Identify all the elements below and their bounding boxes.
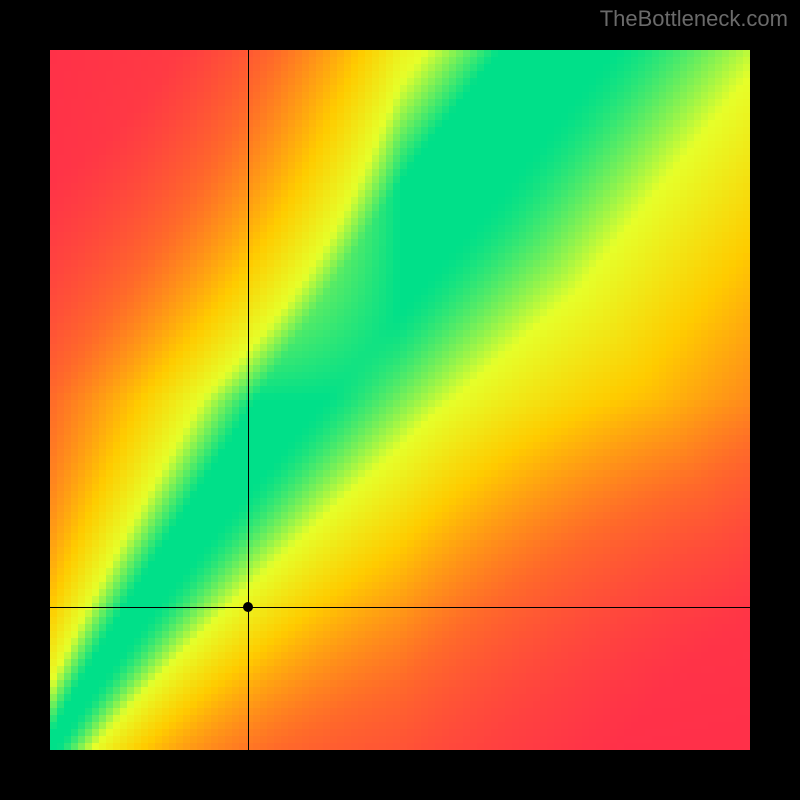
crosshair-marker-dot [243,602,253,612]
crosshair-horizontal-line [50,607,750,608]
crosshair-vertical-line [248,50,249,750]
bottleneck-heatmap [50,50,750,750]
watermark-text: TheBottleneck.com [600,6,788,32]
